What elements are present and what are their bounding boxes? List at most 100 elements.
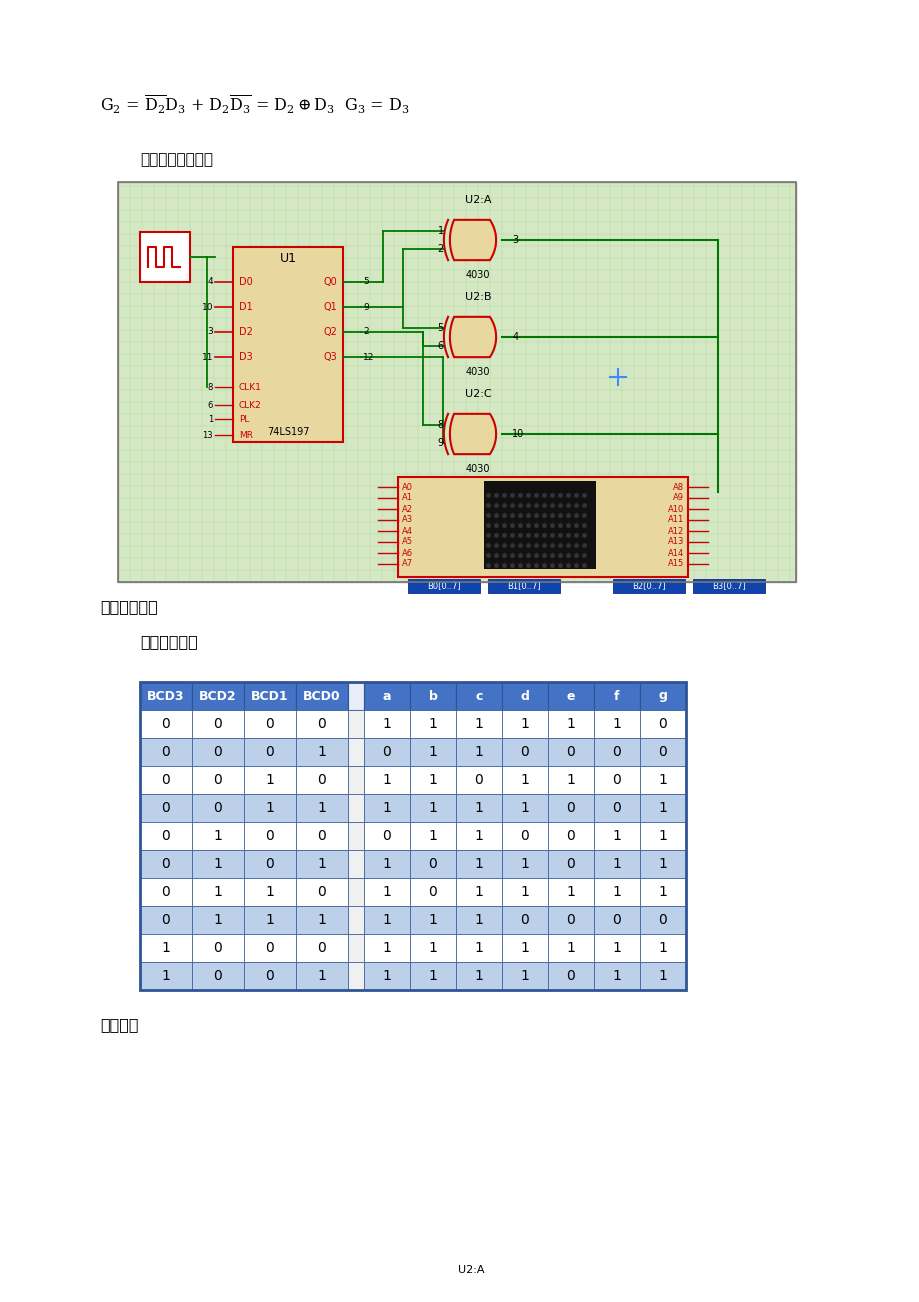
Text: 0: 0 — [213, 941, 222, 954]
Bar — [364, 934, 410, 962]
Text: 0: 0 — [428, 857, 437, 871]
Bar — [347, 682, 364, 710]
Bar — [410, 878, 456, 906]
Text: 1: 1 — [566, 717, 574, 730]
Text: D0: D0 — [239, 277, 253, 286]
Text: d: d — [520, 690, 528, 703]
Text: 1: 1 — [162, 941, 170, 954]
Text: D3: D3 — [239, 352, 253, 362]
Bar — [548, 738, 594, 766]
Bar — [410, 682, 456, 710]
Bar — [192, 794, 244, 822]
Text: 0: 0 — [428, 885, 437, 898]
Bar — [244, 934, 296, 962]
Bar — [347, 850, 364, 878]
Bar — [410, 850, 456, 878]
Text: 1: 1 — [428, 745, 437, 759]
Bar — [398, 477, 687, 577]
Text: MR: MR — [239, 431, 253, 440]
Text: g: g — [658, 690, 666, 703]
Text: 1: 1 — [474, 969, 482, 983]
Bar — [594, 766, 640, 794]
Text: 0: 0 — [162, 913, 170, 927]
Text: 1: 1 — [612, 857, 620, 871]
Text: 0: 0 — [520, 745, 528, 759]
Text: B2[0..7]: B2[0..7] — [631, 582, 665, 591]
Bar — [456, 766, 502, 794]
Text: A4: A4 — [402, 526, 413, 535]
Text: 1: 1 — [520, 885, 528, 898]
Text: 卡诺图：: 卡诺图： — [100, 1017, 139, 1032]
Text: A13: A13 — [667, 538, 683, 547]
Text: 1: 1 — [474, 745, 482, 759]
Text: 0: 0 — [266, 941, 274, 954]
Bar — [548, 682, 594, 710]
Bar — [347, 738, 364, 766]
Text: U2:B: U2:B — [464, 292, 491, 302]
Text: 1: 1 — [612, 969, 620, 983]
Text: BCD2: BCD2 — [199, 690, 236, 703]
Text: 0: 0 — [266, 745, 274, 759]
Text: A0: A0 — [402, 483, 413, 491]
Bar — [244, 878, 296, 906]
Bar — [640, 766, 686, 794]
Text: 电路原理图如下：: 电路原理图如下： — [140, 152, 213, 168]
Bar — [410, 738, 456, 766]
Text: 2: 2 — [363, 328, 369, 336]
Bar — [192, 850, 244, 878]
Text: 1: 1 — [520, 969, 528, 983]
Bar — [364, 962, 410, 990]
Text: A1: A1 — [402, 493, 413, 503]
Text: 1: 1 — [382, 801, 391, 815]
Bar — [140, 710, 192, 738]
Bar — [594, 934, 640, 962]
Bar — [548, 710, 594, 738]
Text: 1: 1 — [612, 885, 620, 898]
Text: 0: 0 — [317, 773, 326, 786]
Text: 1: 1 — [266, 773, 274, 786]
Text: 0: 0 — [162, 857, 170, 871]
Text: 1: 1 — [520, 773, 528, 786]
Bar — [192, 962, 244, 990]
Text: 1: 1 — [658, 773, 666, 786]
Text: 0: 0 — [317, 717, 326, 730]
Bar — [502, 766, 548, 794]
Text: 0: 0 — [266, 857, 274, 871]
Bar — [118, 182, 795, 582]
Bar — [244, 962, 296, 990]
Bar — [640, 682, 686, 710]
Text: 0: 0 — [612, 801, 620, 815]
Text: 1: 1 — [266, 801, 274, 815]
Polygon shape — [449, 414, 495, 454]
Text: 0: 0 — [266, 717, 274, 730]
Text: 0: 0 — [382, 745, 391, 759]
Text: 1: 1 — [474, 801, 482, 815]
Bar — [456, 906, 502, 934]
Bar — [296, 822, 347, 850]
Text: 9: 9 — [363, 302, 369, 311]
Bar — [548, 794, 594, 822]
Bar — [244, 766, 296, 794]
Bar — [296, 766, 347, 794]
Text: 1: 1 — [520, 857, 528, 871]
Bar — [502, 934, 548, 962]
Text: B1[0..7]: B1[0..7] — [506, 582, 540, 591]
Text: 0: 0 — [382, 829, 391, 842]
Text: 0: 0 — [162, 717, 170, 730]
Text: 1: 1 — [317, 801, 326, 815]
Bar — [640, 962, 686, 990]
Text: 10: 10 — [201, 302, 213, 311]
Text: 真値表如下：: 真値表如下： — [140, 634, 198, 650]
Bar — [140, 766, 192, 794]
Text: 1: 1 — [317, 857, 326, 871]
Text: 1: 1 — [428, 717, 437, 730]
Text: c: c — [475, 690, 482, 703]
Text: 0: 0 — [213, 773, 222, 786]
Bar — [594, 682, 640, 710]
Text: 1: 1 — [474, 885, 482, 898]
Text: 8: 8 — [208, 383, 213, 392]
Bar — [548, 878, 594, 906]
Bar — [140, 682, 686, 990]
Text: 1: 1 — [474, 829, 482, 842]
Text: 1: 1 — [566, 773, 574, 786]
